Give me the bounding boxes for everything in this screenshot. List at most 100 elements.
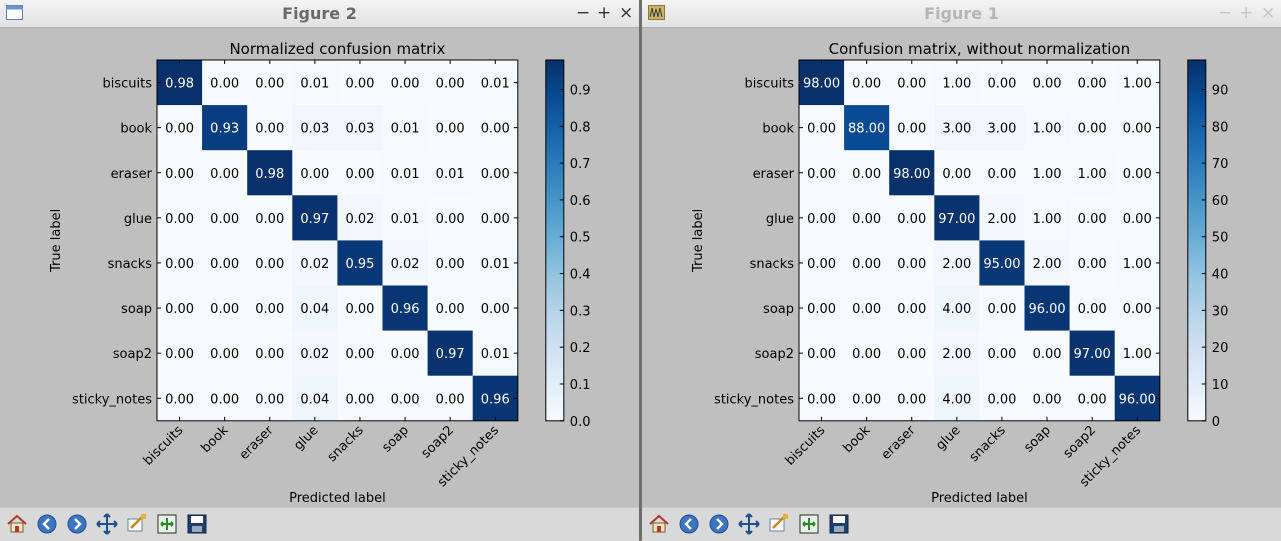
heatmap-cell: [799, 375, 845, 422]
cell-value-label: 0.00: [897, 122, 926, 137]
forward-button[interactable]: [707, 512, 731, 536]
heatmap-cell: [337, 105, 383, 151]
cell-value-label: 0.00: [852, 257, 881, 272]
back-button[interactable]: [677, 512, 701, 536]
close-button[interactable]: ×: [1261, 3, 1276, 23]
heatmap-cell: [1069, 240, 1115, 286]
cell-value-label: 3.00: [942, 122, 971, 137]
cell-value-label: 0.00: [987, 77, 1016, 92]
heatmap-cell: [427, 60, 473, 106]
heatmap-cell: [247, 195, 293, 241]
cell-value-label: 0.00: [807, 257, 836, 272]
home-button[interactable]: [647, 512, 671, 536]
heatmap-cell: [1069, 150, 1115, 196]
title-bar[interactable]: Figure 1 − + ×: [642, 0, 1281, 28]
cell-value-label: 0.00: [852, 302, 881, 317]
heatmap-cell: [889, 60, 935, 106]
minimize-button[interactable]: −: [1218, 3, 1233, 23]
x-tick-label: eraser: [879, 423, 919, 463]
colorbar-tick-label: 50: [1212, 231, 1229, 246]
cell-value-label: 0.97: [300, 212, 329, 227]
heatmap-cells: [799, 60, 1161, 422]
x-tick-label: snacks: [325, 423, 367, 465]
pan-button[interactable]: [737, 512, 761, 536]
cell-value-label: 0.00: [255, 392, 284, 407]
pan-button[interactable]: [95, 512, 119, 536]
heatmap-cell: [337, 285, 383, 331]
heatmap-cell: [934, 105, 980, 151]
cell-value-label: 0.00: [345, 347, 374, 362]
cell-value-label: 0.00: [1078, 302, 1107, 317]
heatmap-cell: [337, 330, 383, 376]
cell-value-label: 0.02: [300, 347, 329, 362]
cell-value-label: 0.98: [255, 167, 284, 182]
cell-value-label: 0.97: [436, 347, 465, 362]
pan-icon: [96, 513, 118, 535]
cell-value-label: 0.01: [436, 167, 465, 182]
title-bar[interactable]: Figure 2 − + ×: [0, 0, 639, 28]
y-tick-label: snacks: [750, 257, 795, 272]
figure-canvas[interactable]: Normalized confusion matrix 0.98 0.00 0.00 0…: [0, 28, 639, 506]
heatmap-cell: [979, 150, 1025, 196]
heatmap-cell: [1114, 330, 1161, 376]
home-icon: [649, 514, 669, 533]
cell-value-label: 0.00: [897, 77, 926, 92]
cell-value-label: 0.00: [897, 347, 926, 362]
heatmap-cell: [292, 285, 338, 331]
cell-value-label: 0.03: [345, 122, 374, 137]
y-tick-label: soap2: [755, 347, 794, 362]
heatmap-cell: [1024, 330, 1070, 376]
matplotlib-icon[interactable]: [648, 5, 665, 20]
zoom-button[interactable]: [767, 512, 791, 536]
x-tick-label: glue: [291, 423, 321, 453]
cell-value-label: 0.00: [165, 167, 194, 182]
cell-value-label: 0.00: [255, 212, 284, 227]
zoom-button[interactable]: [125, 512, 149, 536]
home-button[interactable]: [5, 512, 29, 536]
cell-value-label: 0.04: [300, 392, 329, 407]
back-button[interactable]: [35, 512, 59, 536]
pan-icon: [738, 513, 760, 535]
save-icon: [829, 514, 849, 534]
figure-canvas[interactable]: Confusion matrix, without normalization 9…: [642, 28, 1281, 506]
heatmap-cell: [844, 375, 890, 422]
window-title: Figure 2: [282, 4, 357, 23]
heatmap-cell: [292, 375, 338, 422]
save-button[interactable]: [185, 512, 209, 536]
heatmap-cell: [427, 285, 473, 331]
maximize-button[interactable]: +: [597, 3, 612, 23]
forward-button[interactable]: [65, 512, 89, 536]
colorbar-tick-label: 90: [1212, 83, 1229, 98]
subplots-button[interactable]: [797, 512, 821, 536]
cell-value-label: 0.00: [210, 77, 239, 92]
maximize-button[interactable]: +: [1239, 3, 1254, 23]
subplots-button[interactable]: [155, 512, 179, 536]
heatmap-cell: [799, 330, 845, 376]
close-button[interactable]: ×: [619, 3, 634, 23]
x-tick-label: biscuits: [141, 423, 187, 469]
heatmap-cell: [427, 240, 473, 286]
heatmap-cell: [157, 60, 203, 106]
chart-title: Confusion matrix, without normalization: [829, 40, 1130, 58]
heatmap-cell: [934, 195, 980, 241]
heatmap-cell: [844, 105, 890, 151]
cell-value-label: 0.00: [807, 392, 836, 407]
y-tick-label: snacks: [108, 257, 153, 272]
save-button[interactable]: [827, 512, 851, 536]
minimize-button[interactable]: −: [576, 3, 591, 23]
cell-value-label: 0.01: [481, 257, 510, 272]
window-title: Figure 1: [924, 4, 999, 23]
y-tick-label: soap: [763, 302, 794, 317]
cell-value-label: 0.00: [436, 77, 465, 92]
heatmap-cell: [202, 330, 248, 376]
cell-value-label: 0.00: [852, 167, 881, 182]
colorbar-tick-label: 80: [1212, 120, 1229, 135]
cell-value-label: 0.00: [807, 167, 836, 182]
subplots-icon: [157, 514, 177, 534]
cell-value-label: 0.98: [165, 77, 194, 92]
colorbar-tick-label: 0.1: [570, 378, 591, 393]
heatmap-cell: [799, 150, 845, 196]
heatmap-cell: [889, 240, 935, 286]
window-app-icon[interactable]: [6, 5, 23, 20]
cell-value-label: 0.00: [165, 302, 194, 317]
